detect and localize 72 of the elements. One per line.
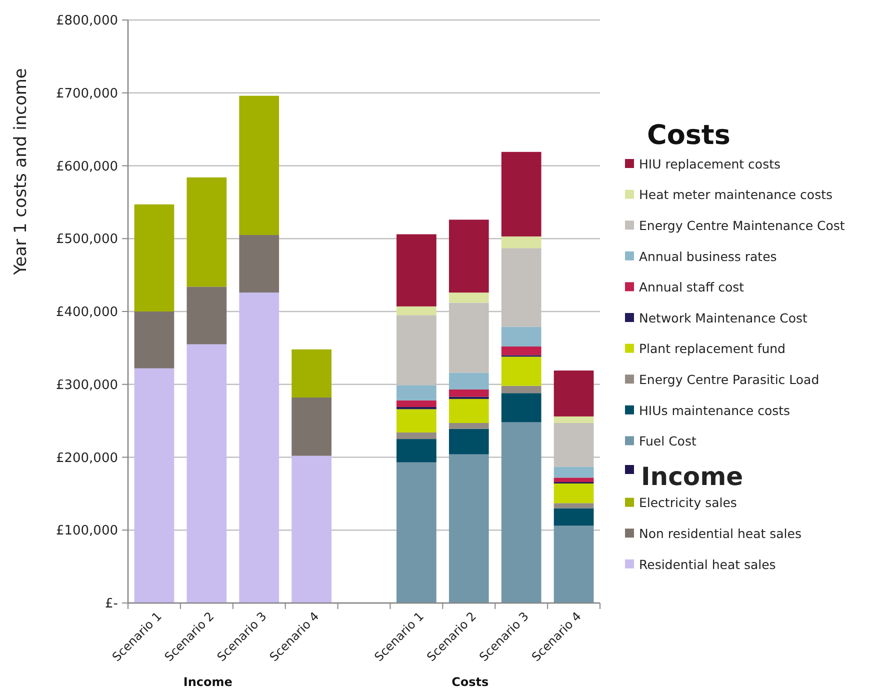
- y-tick-label: £800,000: [56, 14, 118, 29]
- bar: [292, 397, 332, 456]
- bar: [186, 344, 227, 603]
- legend-label: HIU replacement costs: [639, 156, 781, 172]
- y-tick-label: £600,000: [56, 159, 118, 174]
- bar: [501, 346, 542, 356]
- bar: [186, 286, 227, 344]
- bar: [501, 236, 542, 248]
- bar: [396, 432, 436, 440]
- bar: [448, 398, 489, 423]
- legend-label: Network Maintenance Cost: [639, 310, 808, 326]
- bar: [554, 370, 594, 416]
- bar: [134, 368, 174, 603]
- legend-label: Energy Centre Parasitic Load: [639, 372, 820, 387]
- legend-label: Fuel Cost: [639, 434, 696, 449]
- y-tick-label: £500,000: [56, 232, 118, 248]
- bar: [554, 466, 594, 478]
- bar: [554, 526, 594, 603]
- bar: [448, 454, 489, 603]
- bar: [448, 220, 489, 293]
- legend-label: Electricity sales: [639, 495, 737, 510]
- legend-title: Costs: [647, 120, 730, 151]
- bar: [501, 386, 542, 394]
- y-axis-title: Year 1 costs and income: [11, 68, 31, 276]
- bar: [501, 356, 542, 386]
- bar: [554, 478, 594, 482]
- bar: [396, 406, 436, 410]
- y-tick-label: £-: [105, 596, 118, 612]
- bar: [396, 234, 436, 306]
- bar: [239, 292, 280, 603]
- bar: [134, 204, 174, 312]
- legend-label: Residential heat sales: [639, 556, 776, 572]
- legend-label: Income: [641, 462, 744, 491]
- bar: [292, 456, 332, 603]
- bar: [554, 508, 594, 526]
- bar: [448, 372, 489, 390]
- legend-label: Annual staff cost: [639, 280, 744, 295]
- y-tick-label: £400,000: [56, 305, 118, 320]
- bar: [239, 96, 280, 235]
- y-tick-label: £700,000: [56, 86, 118, 102]
- bar: [554, 483, 594, 504]
- text: Income: [183, 675, 232, 689]
- y-tick-label: £100,000: [56, 524, 118, 539]
- bar: [501, 326, 542, 346]
- legend-label: HIUs maintenance costs: [639, 402, 790, 418]
- bar: [396, 400, 436, 407]
- y-tick-label: £300,000: [56, 378, 118, 393]
- text: Costs: [452, 675, 489, 689]
- bar: [239, 234, 280, 293]
- bar: [396, 439, 436, 462]
- bar: [554, 503, 594, 508]
- bar: [501, 422, 542, 603]
- bar: [396, 462, 436, 603]
- legend-label: Energy Centre Maintenance Cost: [639, 218, 845, 233]
- bar: [396, 306, 436, 316]
- bar: [396, 409, 436, 432]
- y-tick-label: £200,000: [56, 450, 118, 466]
- legend-label: Non residential heat sales: [639, 526, 802, 541]
- bar: [501, 152, 542, 236]
- bar: [554, 416, 594, 423]
- bar: [448, 423, 489, 429]
- bar: [186, 177, 227, 287]
- legend-label: Plant replacement fund: [639, 341, 786, 356]
- bar: [448, 389, 489, 397]
- bar: [292, 349, 332, 398]
- bar: [448, 292, 489, 303]
- bar: [396, 385, 436, 400]
- bar: [501, 393, 542, 422]
- bar: [134, 312, 174, 368]
- bar: [448, 428, 489, 454]
- legend-label: Heat meter maintenance costs: [639, 187, 833, 202]
- legend-label: Annual business rates: [639, 248, 777, 264]
